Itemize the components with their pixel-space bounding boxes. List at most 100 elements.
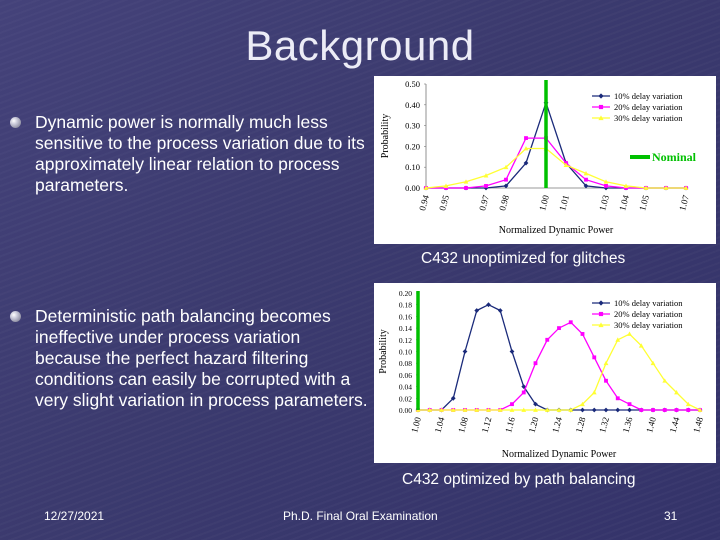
chart-unoptimized-svg: Probability 0.00 0.10 0.20 0.30 0.40 0.50 0.94 0… <box>380 79 697 236</box>
bullet-icon <box>10 311 21 322</box>
annotation-label: Nominal <box>652 150 697 164</box>
data-point <box>443 183 449 188</box>
data-point <box>509 407 515 412</box>
data-point <box>533 401 538 407</box>
data-point <box>603 360 609 366</box>
data-point <box>615 396 620 401</box>
y-tick-label: 0.06 <box>399 371 412 380</box>
chart-optimized: Probability 0.00 0.02 0.04 0.06 0.08 0.10 0.12 0… <box>374 283 716 463</box>
data-point <box>592 355 597 360</box>
y-tick-label: 0.00 <box>405 183 420 193</box>
data-point <box>568 407 574 412</box>
data-point <box>450 407 456 412</box>
data-point <box>523 160 529 166</box>
bullet-text: Dynamic power is normally much less sens… <box>35 112 365 195</box>
x-tick-label: 1.20 <box>527 415 541 433</box>
y-tick-label: 0.16 <box>399 312 412 321</box>
chart-unoptimized: Probability 0.00 0.10 0.20 0.30 0.40 0.50 0.94 0… <box>374 76 716 244</box>
x-tick-label: 1.12 <box>480 416 494 434</box>
data-point <box>580 332 585 336</box>
data-point <box>603 407 609 413</box>
data-point <box>544 407 550 412</box>
data-point <box>638 343 644 348</box>
data-point <box>598 93 604 99</box>
x-tick-label: 1.00 <box>537 193 551 211</box>
data-point <box>486 302 491 308</box>
series-line <box>426 137 686 189</box>
data-point <box>615 407 621 413</box>
data-point <box>598 104 604 110</box>
data-point <box>497 308 503 313</box>
x-tick-label: 1.48 <box>691 415 705 433</box>
data-point <box>521 390 526 395</box>
data-point <box>651 408 655 412</box>
data-point <box>598 300 604 306</box>
chart-optimized-svg: Probability 0.00 0.02 0.04 0.06 0.08 0.10 0.12 0… <box>378 289 705 460</box>
data-point <box>584 177 588 182</box>
legend-label: 20% delay variation <box>614 102 683 112</box>
data-point <box>497 407 503 412</box>
data-point <box>462 407 468 412</box>
y-tick-label: 0.12 <box>399 336 412 345</box>
y-tick-label: 0.02 <box>399 394 412 403</box>
data-point <box>423 185 429 190</box>
x-axis-label: Normalized Dynamic Power <box>499 225 614 236</box>
data-point <box>521 407 527 412</box>
y-tick-label: 0.50 <box>405 79 420 89</box>
data-point <box>627 331 632 336</box>
data-point <box>464 186 468 190</box>
data-point <box>483 173 489 178</box>
data-point <box>444 186 448 190</box>
legend-label: 10% delay variation <box>614 298 683 308</box>
x-tick-label: 1.16 <box>503 415 517 433</box>
data-point <box>639 408 644 412</box>
data-point <box>663 185 669 190</box>
data-point <box>662 378 668 383</box>
data-point <box>604 378 608 383</box>
y-tick-label: 0.14 <box>399 324 412 333</box>
data-point <box>697 407 703 412</box>
data-point <box>580 401 585 407</box>
data-point <box>509 349 515 354</box>
y-tick-label: 0.04 <box>399 383 412 392</box>
x-tick-label: 1.28 <box>574 415 588 433</box>
data-point <box>603 185 609 191</box>
x-tick-label: 0.94 <box>417 193 431 211</box>
y-tick-label: 0.40 <box>405 100 420 110</box>
data-point <box>557 326 561 331</box>
y-tick-label: 0.00 <box>399 406 412 415</box>
data-point <box>686 408 691 412</box>
data-point <box>510 402 514 407</box>
data-point <box>598 115 604 121</box>
slide-number: 31 <box>664 509 678 523</box>
data-point <box>650 360 656 366</box>
data-point <box>556 407 562 412</box>
legend-label: 30% delay variation <box>614 320 683 330</box>
data-point <box>643 185 649 190</box>
data-point <box>503 164 509 170</box>
data-point <box>604 184 608 188</box>
data-point <box>674 390 679 395</box>
y-tick-label: 0.10 <box>405 162 420 172</box>
x-tick-label: 0.97 <box>477 193 491 211</box>
bullet-text: Deterministic path balancing becomes ine… <box>35 306 368 410</box>
legend-label: 20% delay variation <box>614 309 683 319</box>
x-tick-label: 1.04 <box>433 415 447 433</box>
y-axis-label: Probability <box>380 114 391 158</box>
data-point <box>463 179 469 184</box>
footer-title: Ph.D. Final Oral Examination <box>283 509 438 523</box>
data-point <box>615 337 621 342</box>
y-tick-label: 0.10 <box>399 348 412 357</box>
x-axis-label: Normalized Dynamic Power <box>502 449 617 460</box>
y-tick-label: 0.20 <box>399 289 412 298</box>
data-point <box>524 136 528 140</box>
data-point <box>580 407 585 413</box>
x-tick-label: 1.08 <box>456 415 470 433</box>
x-tick-label: 1.44 <box>668 415 682 433</box>
legend-label: 30% delay variation <box>614 113 683 123</box>
data-point <box>683 185 689 190</box>
x-tick-label: 0.98 <box>497 193 511 211</box>
chart-caption-optimized: C432 optimized by path balancing <box>402 471 636 488</box>
series-line <box>425 147 686 189</box>
y-tick-label: 0.30 <box>405 121 420 131</box>
